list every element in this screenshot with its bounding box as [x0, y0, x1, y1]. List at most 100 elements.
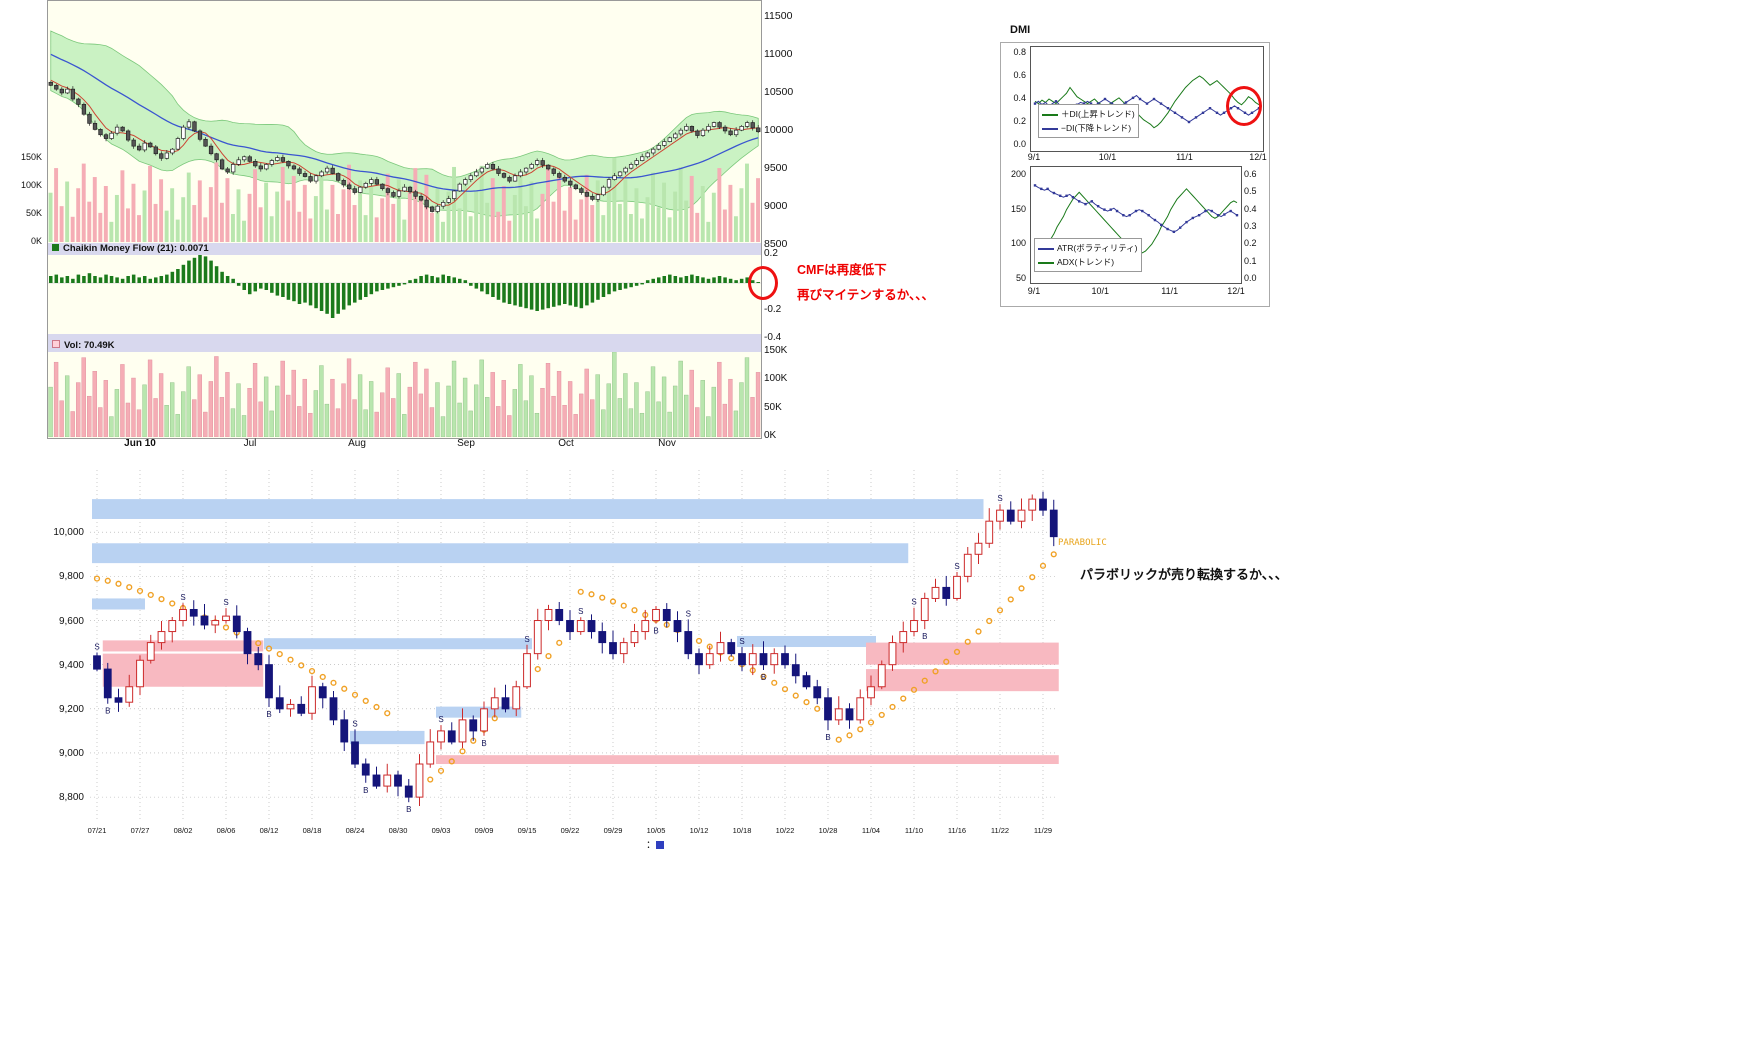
price-axis-label: 9000 — [764, 199, 788, 212]
volume-left-axis-label: 0K — [30, 236, 42, 246]
volume-axis-label: 50K — [764, 401, 782, 413]
blue-square-icon — [656, 841, 664, 850]
month-axis-label: Aug — [348, 438, 366, 449]
volume-indicator-header: Vol: 70.49K — [48, 340, 761, 352]
svg-text:B: B — [406, 805, 411, 814]
adx-line-icon — [1038, 261, 1054, 264]
parabolic-x-axis-label: 09/15 — [517, 826, 537, 835]
cmf-legend-swatch — [52, 244, 59, 251]
svg-text:S: S — [180, 593, 185, 602]
parabolic-y-axis-label: 9,800 — [58, 571, 84, 583]
cmf-annotation: CMFは再度低下 再びマイテンするか、、、 — [797, 258, 934, 308]
adx-axis-label: 0.3 — [1244, 220, 1257, 231]
di-axis-label: 0.8 — [1013, 47, 1026, 57]
svg-text:S: S — [438, 715, 443, 724]
svg-text:B: B — [266, 710, 271, 719]
main-stock-chart: Chaikin Money Flow (21): 0.0071 Vol: 70.… — [47, 0, 762, 439]
adx-axis-label: 0.4 — [1244, 203, 1257, 214]
cmf-axis-label: 0.2 — [764, 248, 778, 259]
atr-x-axis-label: 9/1 — [1027, 286, 1041, 296]
price-candlestick-chart — [48, 1, 761, 243]
price-axis-label: 11500 — [764, 9, 793, 22]
parabolic-series-label: PARABOLIC — [1058, 538, 1107, 548]
adx-axis-label: 0.0 — [1244, 272, 1257, 283]
parabolic-x-axis-label: 09/03 — [431, 826, 451, 835]
di-minus-legend-row: −DI(下降トレンド) — [1042, 121, 1135, 135]
svg-text:S: S — [578, 607, 583, 616]
svg-text:S: S — [352, 719, 357, 728]
atr-line-icon — [1038, 247, 1054, 250]
di-axis-label: 0.2 — [1013, 116, 1026, 126]
parabolic-x-axis-label: 10/18 — [732, 826, 752, 835]
parabolic-x-axis-label: 10/22 — [775, 826, 795, 835]
parabolic-x-axis-label: 09/29 — [603, 826, 623, 835]
parabolic-y-axis-label: 9,600 — [58, 615, 84, 627]
svg-text:B: B — [825, 733, 830, 742]
svg-text:S: S — [911, 598, 916, 607]
svg-text:S: S — [739, 637, 744, 646]
atr-x-axis-label: 12/1 — [1227, 286, 1245, 296]
atr-x-axis-label: 11/1 — [1161, 286, 1179, 296]
parabolic-x-axis-label: 07/21 — [87, 826, 107, 835]
price-axis-label: 9500 — [764, 161, 788, 174]
price-axis-label: 10500 — [764, 85, 794, 98]
parabolic-x-axis-label: 11/22 — [990, 826, 1010, 835]
month-axis-label: Jun 10 — [124, 438, 156, 449]
volume-left-axis-label: 150K — [20, 152, 42, 162]
parabolic-annotation: パラボリックが売り転換するか、、、 — [1080, 567, 1288, 582]
cmf-indicator-header: Chaikin Money Flow (21): 0.0071 — [48, 243, 761, 255]
svg-text:B: B — [922, 632, 927, 641]
parabolic-y-axis-label: 9,200 — [58, 703, 84, 715]
parabolic-x-axis-label: 09/22 — [560, 826, 580, 835]
adx-axis-label: 0.2 — [1244, 238, 1257, 249]
di-axis-label: 0.6 — [1013, 70, 1026, 80]
cmf-bar-chart — [48, 255, 761, 334]
atr-adx-legend: ATR(ボラティリティ) ADX(トレンド) — [1034, 238, 1142, 272]
parabolic-y-axis-label: 9,400 — [58, 659, 84, 671]
volume-legend-swatch — [52, 340, 60, 348]
parabolic-x-axis-label: 09/09 — [474, 826, 494, 835]
di-minus-label: −DI(下降トレンド) — [1061, 123, 1132, 133]
price-axis-label: 10000 — [764, 123, 794, 136]
di-x-axis-label: 11/1 — [1176, 152, 1193, 162]
atr-axis-label: 200 — [1010, 169, 1026, 179]
price-axis-label: 8500 — [764, 237, 788, 250]
svg-text:S: S — [997, 494, 1002, 503]
atr-axis-label: 50 — [1015, 272, 1026, 283]
svg-text:B: B — [363, 786, 368, 795]
svg-text:B: B — [105, 707, 110, 716]
cmf-indicator-label: Chaikin Money Flow (21): 0.0071 — [63, 243, 209, 254]
adx-axis-label: 0.5 — [1244, 186, 1257, 197]
month-axis-label: Jul — [243, 438, 257, 449]
parabolic-x-axis-label: 08/02 — [173, 826, 193, 835]
dmi-title: DMI — [1010, 24, 1031, 36]
parabolic-y-axis-label: 10,000 — [53, 527, 84, 539]
atr-axis-label: 100 — [1010, 238, 1026, 249]
parabolic-y-axis-label: 9,000 — [58, 747, 84, 759]
volume-axis-label: 100K — [764, 373, 788, 385]
di-x-axis-label: 12/1 — [1249, 152, 1267, 162]
month-axis-label: Sep — [457, 438, 475, 449]
di-legend: ＋DI(上昇トレンド) −DI(下降トレンド) — [1038, 104, 1139, 138]
di-axis-label: 0.0 — [1013, 139, 1026, 149]
month-axis-label: Oct — [558, 438, 574, 449]
cmf-annotation-line1: CMFは再度低下 — [797, 263, 887, 277]
cmf-axis-label: -0.4 — [764, 332, 782, 343]
parabolic-y-axis-label: 8,800 — [58, 792, 84, 804]
parabolic-x-axis-label: 08/30 — [388, 826, 408, 835]
parabolic-x-axis-label: 08/06 — [216, 826, 236, 835]
volume-axis-label: 150K — [764, 344, 788, 356]
cmf-highlight-circle — [748, 266, 778, 300]
cmf-annotation-line2: 再びマイテンするか、、、 — [797, 288, 935, 302]
adx-axis-label: 0.6 — [1244, 169, 1257, 179]
di-plus-legend-row: ＋DI(上昇トレンド) — [1042, 107, 1135, 121]
svg-text:B: B — [653, 627, 658, 636]
legend-colon: ： — [646, 840, 656, 851]
bottom-chart-legend: ： — [646, 836, 664, 851]
cmf-axis-label: -0.2 — [764, 304, 782, 315]
parabolic-x-axis-label: 08/18 — [302, 826, 322, 835]
atr-label: ATR(ボラティリティ) — [1057, 243, 1138, 253]
svg-text:S: S — [223, 598, 228, 607]
parabolic-x-axis-label: 10/05 — [646, 826, 666, 835]
